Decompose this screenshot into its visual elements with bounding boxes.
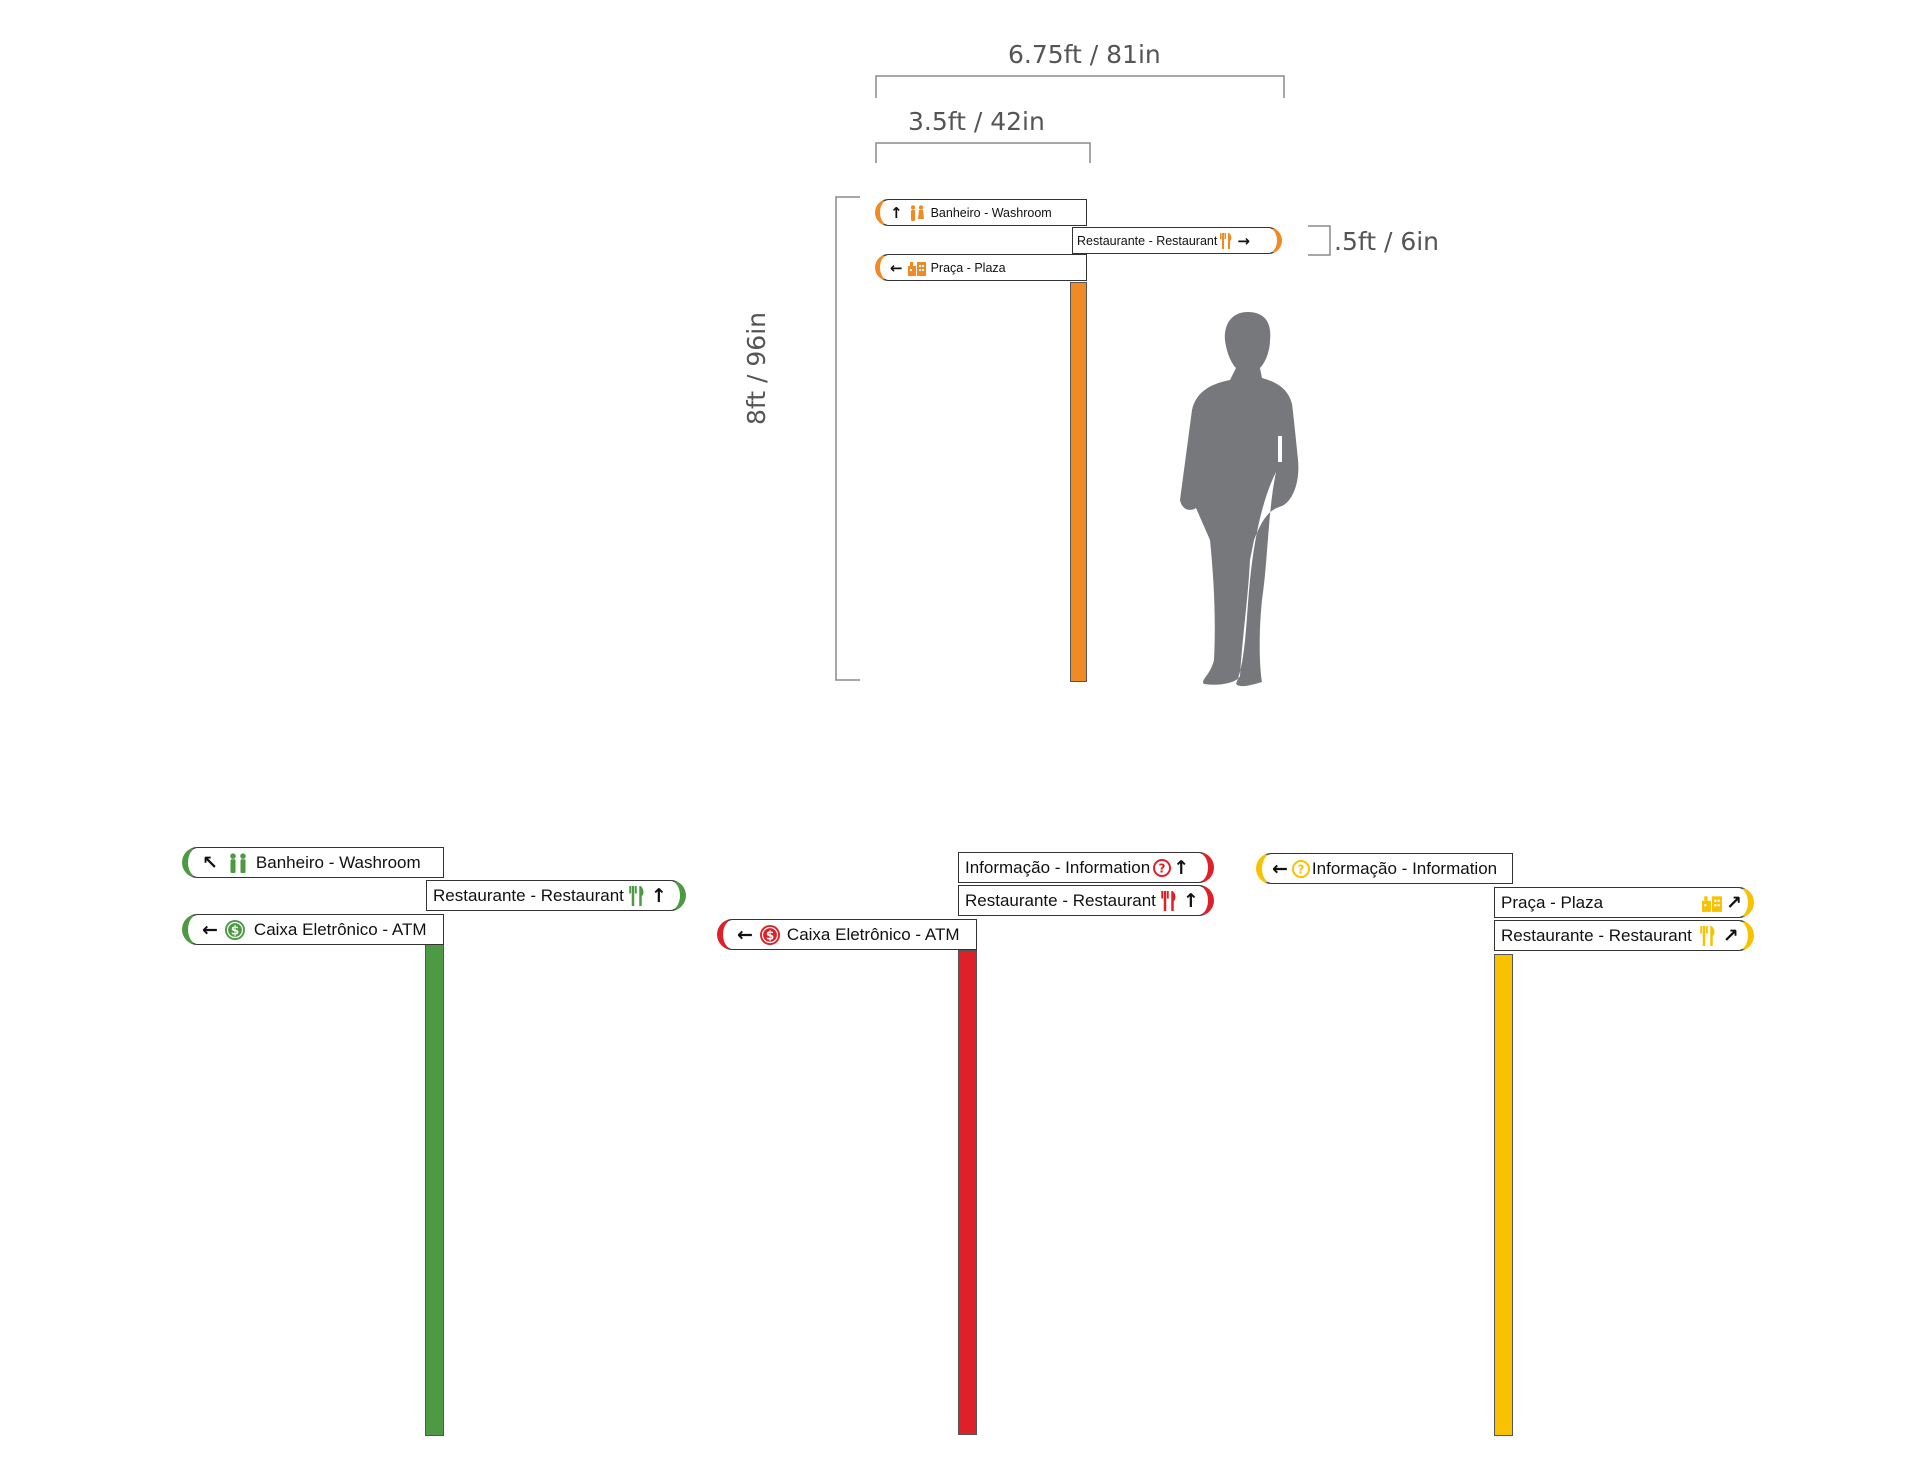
sign-width-label: 3.5ft / 42in — [908, 107, 1045, 136]
svg-text:?: ? — [1159, 861, 1166, 875]
yellow-row1-label: Informação - Information — [1311, 858, 1498, 878]
yellow-sign-row-restaurant: Restaurante - Restaurant ↗ — [1494, 920, 1754, 951]
orange-sign-pole — [1070, 282, 1087, 682]
yellow-sign-pole — [1494, 954, 1513, 1436]
arrow-left-icon: ← — [1272, 857, 1288, 880]
green-sign-pole — [425, 943, 444, 1436]
arrow-up-left-icon: ↖ — [202, 851, 218, 874]
green-sign-row-atm: ← $ Caixa Eletrônico - ATM — [182, 914, 444, 945]
arrow-up-icon: ↑ — [1173, 856, 1190, 879]
red-sign-row-information: Informação - Information ? ↑ — [958, 852, 1214, 883]
washroom-icon — [910, 204, 924, 221]
restaurant-icon — [1700, 925, 1715, 946]
red-row1-label: Informação - Information — [965, 857, 1151, 877]
restaurant-icon — [1161, 890, 1176, 911]
yellow-row3-label: Restaurante - Restaurant — [1501, 925, 1692, 945]
plaza-icon — [907, 261, 926, 276]
orange-row2-label: Restaurante - Restaurant — [1077, 233, 1218, 248]
sign-width-bracket — [875, 142, 1091, 163]
atm-icon: $ — [759, 924, 780, 945]
yellow-sign-row-information: ← ? Informação - Information — [1256, 853, 1513, 884]
information-icon: ? — [1153, 858, 1172, 877]
restaurant-icon — [629, 885, 644, 906]
green-row1-label: Banheiro - Washroom — [255, 852, 421, 872]
total-width-bracket — [875, 75, 1285, 98]
arrow-left-icon: ← — [202, 918, 218, 941]
svg-text:$: $ — [231, 923, 239, 937]
total-width-label: 6.75ft / 81in — [1008, 40, 1161, 69]
arrow-up-icon: ↑ — [1182, 889, 1199, 912]
green-sign-row-washroom: ↖ Banheiro - Washroom — [182, 847, 444, 878]
red-row3-label: Caixa Eletrônico - ATM — [786, 924, 960, 944]
orange-row1-label: Banheiro - Washroom — [930, 205, 1052, 220]
total-height-bracket — [835, 196, 860, 681]
orange-sign-row-plaza: ← Praça - Plaza — [875, 254, 1087, 281]
arrow-left-icon: ← — [890, 258, 903, 277]
arrow-up-right-icon: ↗ — [1722, 924, 1739, 947]
red-sign-row-atm: ← $ Caixa Eletrônico - ATM — [717, 919, 977, 950]
red-row2-label: Restaurante - Restaurant — [965, 890, 1156, 910]
sign-height-label: .5ft / 6in — [1334, 227, 1440, 256]
orange-row3-label: Praça - Plaza — [930, 260, 1006, 275]
information-icon: ? — [1291, 859, 1310, 878]
arrow-up-icon: ↑ — [650, 884, 667, 907]
arrow-up-icon: ↑ — [890, 203, 903, 222]
arrow-left-icon: ← — [737, 923, 753, 946]
svg-text:$: $ — [766, 928, 774, 942]
svg-text:?: ? — [1297, 862, 1304, 876]
yellow-sign-row-plaza: Praça - Plaza ↗ — [1494, 887, 1754, 918]
red-sign-row-restaurant: Restaurante - Restaurant ↑ — [958, 885, 1214, 916]
green-row3-label: Caixa Eletrônico - ATM — [253, 919, 427, 939]
orange-sign-row-restaurant: Restaurante - Restaurant → — [1072, 227, 1282, 254]
plaza-icon — [1702, 895, 1723, 912]
sign-height-bracket — [1308, 225, 1331, 256]
atm-icon: $ — [224, 919, 245, 940]
washroom-icon — [230, 852, 246, 873]
yellow-row2-label: Praça - Plaza — [1501, 892, 1604, 912]
green-row2-label: Restaurante - Restaurant — [433, 885, 624, 905]
arrow-right-icon: → — [1237, 231, 1250, 250]
arrow-up-right-icon: ↗ — [1726, 891, 1742, 914]
red-sign-pole — [958, 950, 977, 1435]
restaurant-icon — [1220, 232, 1232, 249]
orange-sign-row-washroom: ↑ Banheiro - Washroom — [875, 199, 1087, 226]
green-sign-row-restaurant: Restaurante - Restaurant ↑ — [426, 880, 686, 911]
